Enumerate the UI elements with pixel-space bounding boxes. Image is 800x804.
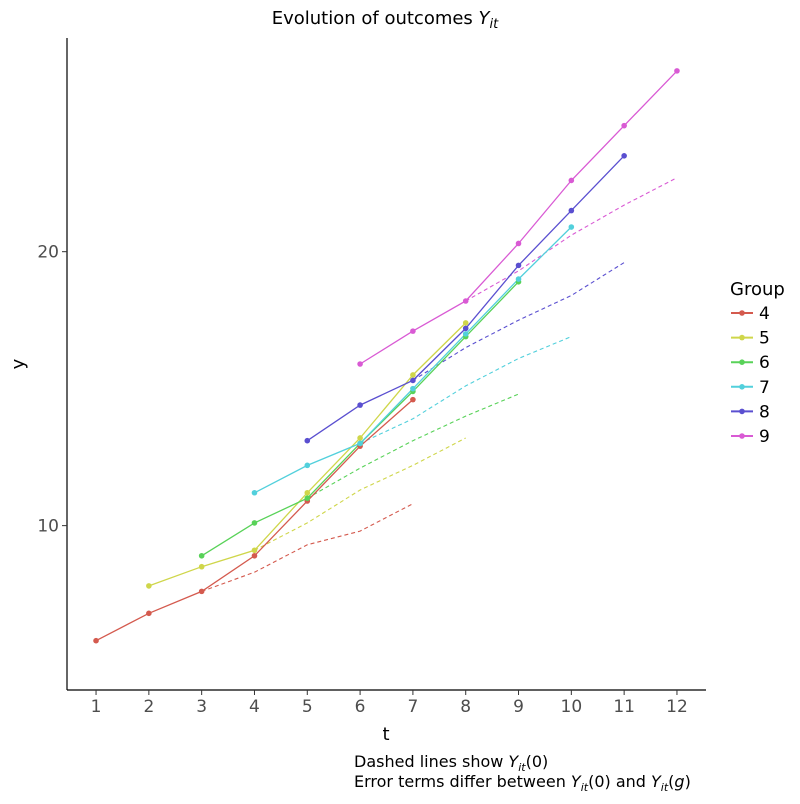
legend: Group 4 5 6 7 8 9 (730, 279, 785, 447)
legend-label: 7 (759, 378, 770, 398)
counterfactual-lines (201, 177, 678, 592)
observed-lines (95, 70, 678, 642)
data-point-group-6 (304, 495, 311, 502)
chart-title-text: Evolution of outcomes (272, 8, 479, 29)
data-point-group-5 (198, 563, 205, 570)
legend-label: 9 (759, 427, 770, 447)
data-point-group-4 (410, 396, 416, 403)
x-tick-label: 9 (513, 697, 524, 717)
counterfactual-line-group-9 (465, 177, 678, 302)
data-point-group-4 (251, 552, 258, 559)
counterfactual-line-group-4 (201, 503, 414, 592)
data-point-group-9 (462, 298, 469, 304)
x-tick-label: 6 (355, 697, 366, 717)
x-tick-label: 8 (460, 697, 471, 717)
legend-key-point (739, 310, 745, 316)
counterfactual-line-group-7 (359, 336, 572, 444)
legend-title: Group (730, 279, 785, 300)
chart-title: Evolution of outcomes Yit (272, 8, 499, 32)
data-point-group-7 (357, 440, 363, 447)
observed-points (93, 68, 680, 644)
data-point-group-5 (146, 583, 152, 589)
data-point-group-5 (357, 435, 363, 441)
x-tick-label: 2 (143, 697, 154, 717)
x-tick-label: 10 (561, 697, 583, 717)
y-axis-label: y (8, 358, 29, 369)
x-axis-label: t (382, 724, 389, 745)
legend-key-point (739, 408, 745, 415)
x-tick-label: 3 (196, 697, 207, 717)
data-point-group-7 (410, 385, 416, 392)
data-point-group-8 (621, 152, 627, 159)
data-point-group-9 (674, 68, 680, 74)
counterfactual-line-group-5 (254, 437, 466, 551)
data-point-group-8 (357, 402, 363, 408)
data-point-group-8 (462, 325, 469, 332)
x-tick-label: 7 (407, 697, 418, 717)
legend-key-point (739, 334, 745, 341)
data-point-group-5 (251, 547, 258, 554)
x-tick-label: 1 (91, 697, 102, 717)
data-point-group-8 (410, 377, 416, 384)
data-point-group-7 (568, 224, 575, 230)
data-point-group-8 (515, 262, 522, 269)
data-point-group-5 (462, 320, 469, 326)
x-tick-label: 5 (302, 697, 313, 717)
caption-line-2: Error terms differ between Yit(0) and Yi… (354, 772, 691, 794)
chart-title-symbol: Y (479, 8, 492, 29)
data-point-group-4 (146, 610, 152, 617)
legend-key-point (739, 433, 745, 439)
counterfactual-line-group-8 (412, 262, 625, 381)
counterfactual-line-group-6 (307, 393, 519, 499)
observed-line-group-5 (148, 322, 467, 587)
data-point-group-4 (93, 637, 99, 644)
y-tick-label: 10 (37, 517, 59, 537)
x-tick-label: 11 (613, 697, 635, 717)
data-point-group-8 (568, 207, 575, 214)
legend-key-point (739, 359, 745, 366)
legend-label: 5 (759, 329, 770, 349)
data-point-group-9 (568, 177, 575, 184)
data-point-group-9 (357, 361, 363, 367)
data-point-group-9 (621, 122, 627, 129)
data-point-group-6 (251, 520, 258, 526)
legend-key-point (739, 384, 745, 390)
legend-label: 4 (759, 304, 770, 324)
data-point-group-4 (198, 588, 205, 595)
data-point-group-8 (304, 437, 311, 444)
y-tick-label: 20 (37, 243, 59, 263)
legend-label: 6 (759, 353, 770, 373)
chart-title-subscript: it (490, 17, 500, 32)
data-point-group-9 (515, 240, 522, 247)
data-point-group-5 (304, 489, 311, 496)
legend-label: 8 (759, 402, 770, 422)
x-tick-label: 4 (249, 697, 260, 717)
caption-line-1: Dashed lines show Yit(0) (354, 752, 548, 774)
data-point-group-7 (251, 489, 258, 496)
data-point-group-9 (410, 328, 416, 334)
data-point-group-5 (410, 372, 416, 378)
data-point-group-7 (462, 331, 469, 337)
x-tick-label: 12 (666, 697, 688, 717)
data-point-group-7 (304, 462, 311, 469)
observed-line-group-7 (254, 226, 572, 494)
data-point-group-7 (515, 276, 522, 282)
data-point-group-6 (198, 552, 205, 559)
